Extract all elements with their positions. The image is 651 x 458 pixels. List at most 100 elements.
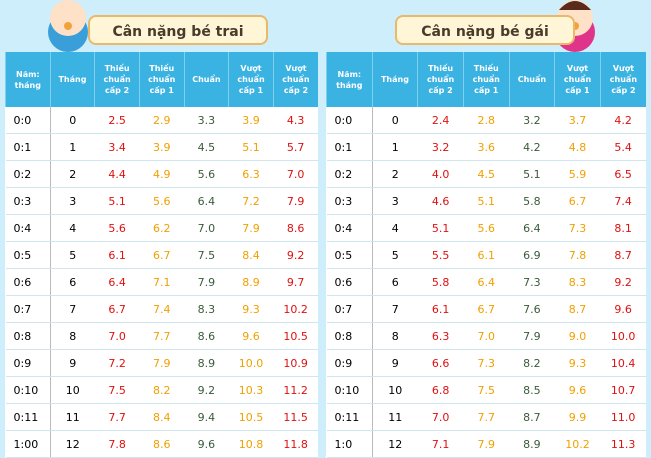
header-cell: Tháng — [49, 52, 95, 107]
cell: 10.2 — [554, 430, 601, 458]
cell: 0:10 — [326, 376, 373, 404]
cell: 5.4 — [600, 133, 646, 161]
cell: 0:8 — [5, 322, 51, 350]
cell: 7.7 — [94, 403, 140, 431]
cell: 12 — [50, 430, 95, 458]
cell: 4.8 — [554, 133, 601, 161]
cell: 0:3 — [326, 187, 373, 215]
cell: 6.7 — [94, 295, 140, 323]
cell: 0:6 — [326, 268, 373, 296]
cell: 8.9 — [184, 349, 229, 377]
cell: 3.9 — [139, 133, 185, 161]
cell: 9.9 — [554, 403, 601, 431]
cell: 9.0 — [554, 322, 601, 350]
cell: 5.7 — [273, 133, 318, 161]
cell: 9.4 — [184, 403, 229, 431]
cell: 7.7 — [463, 403, 510, 431]
cell: 7.0 — [417, 403, 464, 431]
header-cell: Thiếu chuẩn cấp 1 — [138, 52, 185, 107]
header-cell: Chuẩn — [183, 52, 229, 107]
row: 0:1 1 3.4 3.9 4.5 5.1 5.7 — [5, 133, 318, 161]
cell: 9.6 — [184, 430, 229, 458]
cell: 11 — [50, 403, 95, 431]
cell: 8.1 — [600, 214, 646, 242]
cell: 5.9 — [554, 160, 601, 188]
cell: 0:5 — [326, 241, 373, 269]
cell: 7.5 — [184, 241, 229, 269]
cell: 5.6 — [94, 214, 140, 242]
cell: 10 — [372, 376, 418, 404]
girls-title: Cân nặng bé gái — [395, 15, 575, 45]
row: 0:1 1 3.2 3.6 4.2 4.8 5.4 — [326, 133, 646, 161]
cell: 10.9 — [273, 349, 318, 377]
cell: 11.5 — [273, 403, 318, 431]
cell: 9.7 — [273, 268, 318, 296]
cell: 7.3 — [554, 214, 601, 242]
cell: 0:11 — [326, 403, 373, 431]
header-cell: Năm: tháng — [5, 52, 51, 107]
header-row: Năm: tháng Tháng Thiếu chuẩn cấp 2 Thiếu ch… — [326, 52, 646, 107]
cell: 7.4 — [139, 295, 185, 323]
cell: 4.0 — [417, 160, 464, 188]
header-cell: Thiếu chuẩn cấp 2 — [94, 52, 140, 107]
cell: 11.2 — [273, 376, 318, 404]
cell: 11.3 — [600, 430, 646, 458]
cell: 0:9 — [5, 349, 51, 377]
cell: 8.2 — [139, 376, 185, 404]
cell: 10.8 — [228, 430, 274, 458]
row: 0:9 9 6.6 7.3 8.2 9.3 10.4 — [326, 349, 646, 377]
cell: 5.1 — [463, 187, 510, 215]
cell: 2.4 — [417, 107, 464, 134]
cell: 7.0 — [273, 160, 318, 188]
row: 0:4 4 5.6 6.2 7.0 7.9 8.6 — [5, 214, 318, 242]
cell: 3.7 — [554, 107, 601, 134]
cell: 0:6 — [5, 268, 51, 296]
cell: 7.0 — [94, 322, 140, 350]
cell: 7.1 — [139, 268, 185, 296]
cell: 3.2 — [509, 107, 555, 134]
cell: 6.3 — [417, 322, 464, 350]
cell: 9.6 — [600, 295, 646, 323]
cell: 10.3 — [228, 376, 274, 404]
cell: 4.3 — [273, 107, 318, 134]
cell: 6.9 — [509, 241, 555, 269]
cell: 8.3 — [554, 268, 601, 296]
cell: 0:1 — [5, 133, 51, 161]
cell: 7.0 — [184, 214, 229, 242]
header-cell: Chuẩn — [508, 52, 555, 107]
cell: 7.1 — [417, 430, 464, 458]
cell: 10.0 — [228, 349, 274, 377]
cell: 0:9 — [326, 349, 373, 377]
page: Cân nặng bé trai Cân nặng bé gái Năm: th… — [5, 0, 646, 458]
cell: 8.7 — [554, 295, 601, 323]
cell: 11 — [372, 403, 418, 431]
header-cell: Vượt chuẩn cấp 2 — [599, 52, 646, 107]
cell: 2.9 — [139, 107, 185, 134]
cell: 5.1 — [94, 187, 140, 215]
cell: 7.9 — [463, 430, 510, 458]
cell: 3.4 — [94, 133, 140, 161]
cell: 6.1 — [417, 295, 464, 323]
header-cell: Vượt chuẩn cấp 2 — [272, 52, 318, 107]
cell: 6.7 — [139, 241, 185, 269]
cell: 4.2 — [600, 107, 646, 134]
cell: 10.5 — [228, 403, 274, 431]
cell: 7.9 — [139, 349, 185, 377]
cell: 7.5 — [94, 376, 140, 404]
cell: 8.6 — [184, 322, 229, 350]
cell: 0:2 — [326, 160, 373, 188]
cell: 4.5 — [463, 160, 510, 188]
cell: 0:5 — [5, 241, 51, 269]
row: 0:6 6 5.8 6.4 7.3 8.3 9.2 — [326, 268, 646, 296]
cell: 7.8 — [94, 430, 140, 458]
cell: 10.4 — [600, 349, 646, 377]
row: 0:0 0 2.5 2.9 3.3 3.9 4.3 — [5, 107, 318, 134]
cell: 0:0 — [5, 107, 51, 134]
cell: 6.3 — [228, 160, 274, 188]
cell: 7.9 — [184, 268, 229, 296]
cell: 8.9 — [228, 268, 274, 296]
row: 0:7 7 6.1 6.7 7.6 8.7 9.6 — [326, 295, 646, 323]
row: 0:8 8 7.0 7.7 8.6 9.6 10.5 — [5, 322, 318, 350]
cell: 9.2 — [184, 376, 229, 404]
cell: 8.6 — [139, 430, 185, 458]
